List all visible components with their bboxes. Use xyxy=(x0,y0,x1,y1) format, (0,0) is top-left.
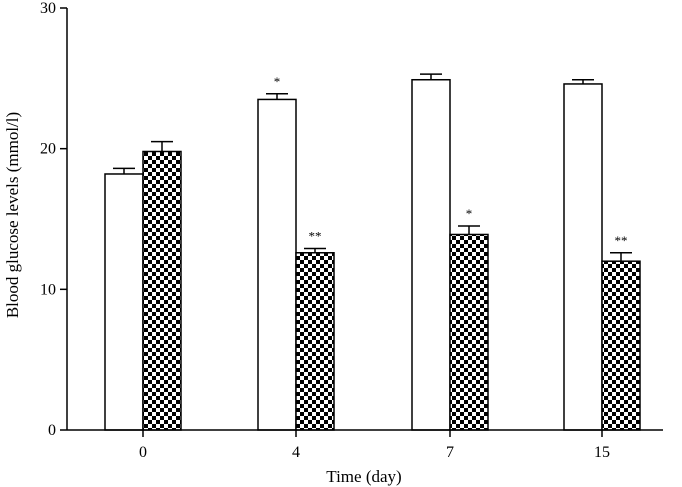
y-axis-title: Blood glucose levels (mmol/l) xyxy=(3,112,22,318)
significance-label: * xyxy=(466,206,473,221)
bars-layer: ****** xyxy=(104,73,641,431)
bar-series1 xyxy=(563,83,603,431)
significance-label: ** xyxy=(615,233,628,248)
y-tick-label: 20 xyxy=(40,141,56,158)
bar-series1 xyxy=(411,78,451,431)
bar-series2 xyxy=(142,150,182,431)
significance-label: * xyxy=(274,74,281,89)
bar-series1 xyxy=(257,98,297,431)
x-tick-label: 15 xyxy=(594,444,610,461)
y-tick-label: 30 xyxy=(40,0,56,17)
bar-series2 xyxy=(449,233,489,431)
x-axis-title: Time (day) xyxy=(326,467,401,486)
y-tick-label: 10 xyxy=(40,281,56,298)
y-tick-label: 0 xyxy=(48,422,56,439)
axes-layer: 0 10 20 30 0 4 7 15 xyxy=(40,0,663,461)
bar-series2 xyxy=(601,260,641,431)
x-tick-label: 0 xyxy=(139,444,147,461)
x-tick-label: 7 xyxy=(446,444,454,461)
x-tick-label: 4 xyxy=(292,444,300,461)
significance-label: ** xyxy=(309,229,322,244)
bar-series1 xyxy=(104,173,144,431)
bar-series2 xyxy=(295,252,335,431)
